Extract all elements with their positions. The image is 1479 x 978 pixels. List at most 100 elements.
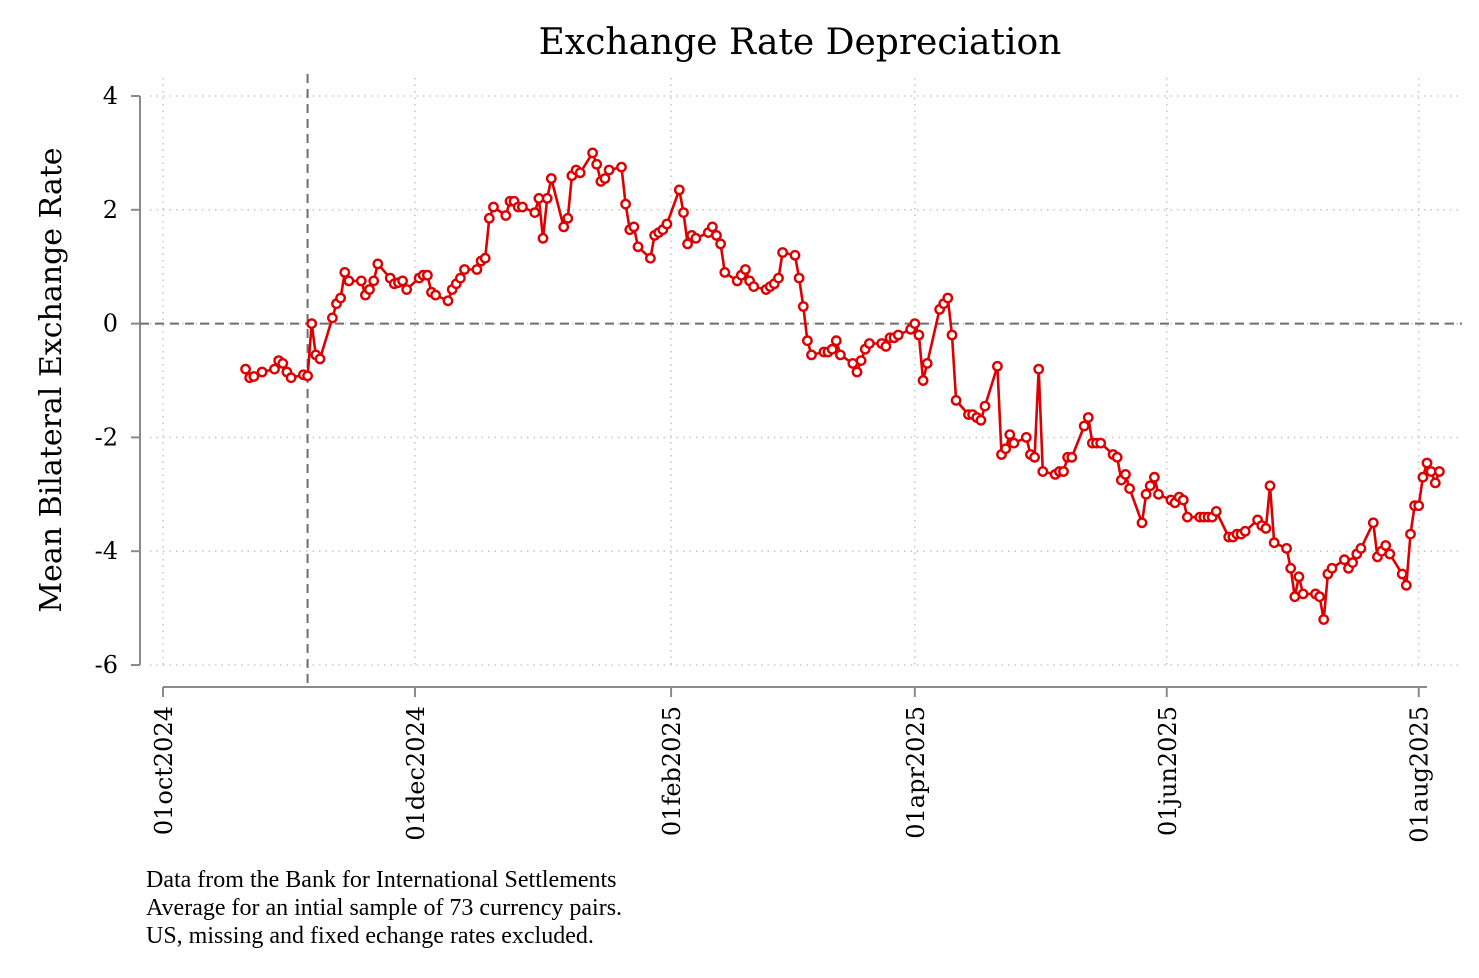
- data-point: [401, 284, 413, 295]
- data-point: [740, 264, 751, 275]
- data-point: [673, 184, 685, 196]
- data-point: [1268, 537, 1280, 549]
- data-point: [1384, 548, 1396, 560]
- data-point: [1182, 511, 1193, 523]
- data-point: [773, 272, 784, 284]
- data-point: [240, 363, 252, 375]
- data-point: [1058, 466, 1069, 477]
- data-point: [628, 221, 640, 233]
- data-point: [645, 252, 656, 264]
- data-point: [892, 329, 904, 341]
- x-tick-label: 01apr2025: [902, 706, 930, 839]
- data-point: [1149, 471, 1160, 483]
- data-point: [364, 284, 375, 295]
- y-tick-label: -4: [95, 537, 118, 565]
- data-point: [1281, 543, 1293, 554]
- data-point: [1037, 466, 1049, 477]
- data-point: [1396, 568, 1408, 580]
- data-point: [1429, 477, 1441, 489]
- data-point: [459, 264, 470, 275]
- data-point: [793, 272, 805, 284]
- data-point: [1120, 468, 1131, 480]
- data-point: [335, 292, 346, 304]
- data-point: [711, 229, 722, 241]
- data-point: [797, 301, 809, 312]
- y-tick-label: -6: [95, 651, 118, 679]
- data-point: [855, 355, 867, 366]
- data-point: [529, 207, 541, 219]
- data-point: [430, 289, 441, 301]
- data-point: [909, 318, 921, 329]
- note-line-3: US, missing and fixed echange rates excl…: [146, 923, 594, 949]
- data-point: [517, 201, 528, 213]
- x-tick-label: 01feb2025: [658, 706, 686, 836]
- data-point: [1239, 525, 1251, 537]
- data-point: [719, 266, 731, 278]
- reference-lines: [140, 74, 1462, 687]
- data-point: [864, 338, 875, 349]
- data-point: [830, 335, 842, 347]
- data-point: [1000, 443, 1012, 455]
- series-line: [244, 151, 1441, 621]
- data-point: [1124, 483, 1136, 494]
- data-point: [1285, 562, 1297, 574]
- data-point: [620, 198, 631, 210]
- y-tick-label: 0: [103, 310, 118, 338]
- data-point: [806, 349, 817, 361]
- data-point: [802, 335, 813, 347]
- data-point: [1020, 431, 1032, 443]
- x-tick-label: 01oct2024: [150, 706, 178, 835]
- data-point: [558, 221, 570, 233]
- data-point: [1347, 557, 1359, 568]
- data-point: [1367, 517, 1379, 529]
- data-point: [269, 363, 280, 375]
- data-point: [1078, 420, 1090, 432]
- data-point: [678, 207, 689, 219]
- data-point: [285, 372, 297, 384]
- data-point: [826, 343, 838, 355]
- data-point: [1405, 528, 1416, 540]
- data-point: [661, 218, 673, 230]
- data-point: [537, 232, 549, 244]
- data-point: [942, 292, 954, 304]
- data-point: [975, 414, 987, 426]
- data-point: [545, 173, 557, 184]
- y-tick-label: 2: [103, 196, 118, 224]
- data-point: [1421, 457, 1433, 469]
- data-point: [421, 269, 433, 281]
- data-point: [789, 249, 801, 261]
- data-point: [500, 210, 512, 221]
- data-point: [1260, 523, 1272, 534]
- data-point: [1293, 571, 1305, 583]
- data-point: [1111, 451, 1123, 463]
- data-point: [574, 167, 586, 179]
- data-point: [1417, 471, 1429, 483]
- data-point: [921, 357, 933, 369]
- data-point: [1095, 437, 1107, 449]
- series-layer: [240, 147, 1445, 625]
- data-point: [326, 312, 338, 324]
- data-point: [343, 275, 355, 287]
- data-point: [355, 275, 367, 287]
- data-point: [880, 340, 892, 352]
- data-point: [1413, 500, 1425, 512]
- x-tick-label: 01aug2025: [1406, 706, 1434, 843]
- y-axis-label: Mean Bilateral Exchange Rate: [34, 147, 69, 612]
- data-point: [1029, 451, 1041, 463]
- data-point: [488, 201, 499, 213]
- data-point: [1314, 591, 1326, 603]
- data-point: [1318, 614, 1330, 625]
- data-point: [587, 147, 598, 159]
- data-point: [632, 241, 644, 253]
- data-point: [1033, 363, 1045, 375]
- data-point: [913, 329, 925, 341]
- data-point: [917, 375, 929, 386]
- data-point: [1008, 437, 1020, 449]
- note-line-2: Average for an intial sample of 73 curre…: [146, 895, 623, 921]
- chart-title: Exchange Rate Depreciation: [539, 22, 1062, 63]
- data-point: [454, 272, 466, 284]
- y-tick-label: 4: [103, 82, 118, 110]
- data-point: [372, 258, 384, 270]
- data-point: [748, 281, 760, 292]
